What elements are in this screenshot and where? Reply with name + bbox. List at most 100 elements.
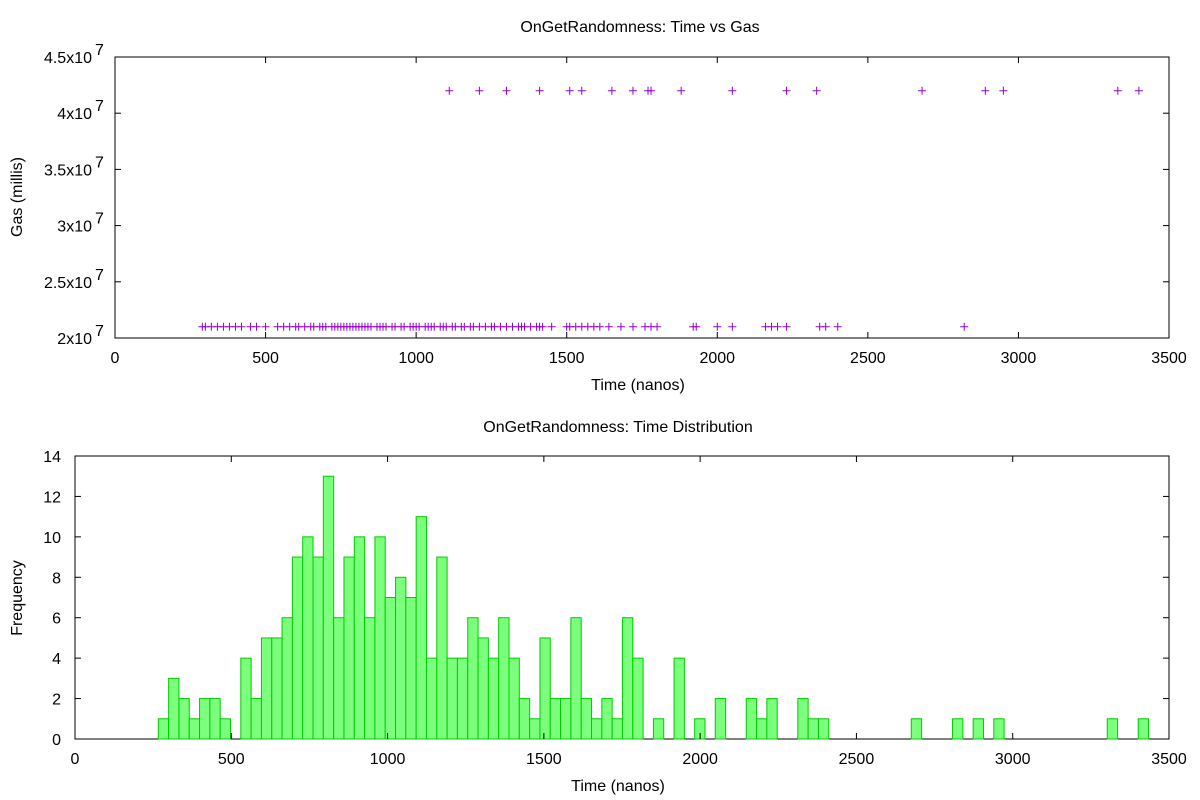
x-tick-label: 1000 — [370, 751, 406, 768]
y-tick-label: 10 — [43, 530, 61, 547]
y-tick-label-exponent: 7 — [95, 98, 104, 115]
histogram-bar — [343, 556, 355, 740]
scatter-point — [595, 322, 604, 331]
scatter-x-axis-label: Time (nanos) — [591, 377, 685, 394]
y-tick-label-base: 4x10 — [57, 106, 92, 123]
y-tick-label-exponent: 7 — [95, 42, 104, 59]
histogram-bar — [1137, 718, 1150, 740]
x-tick-label: 3500 — [1151, 350, 1187, 367]
y-tick-label: 2 — [52, 692, 61, 709]
scatter-point — [252, 322, 261, 331]
scatter-point — [981, 86, 990, 95]
histogram-bar — [291, 556, 304, 740]
x-tick-label: 1000 — [398, 350, 434, 367]
histogram-bar — [312, 556, 324, 740]
histogram-bar — [601, 698, 613, 740]
histogram-bar — [219, 718, 232, 740]
histogram-bar — [817, 718, 830, 740]
scatter-point — [577, 86, 586, 95]
histogram-bars — [157, 475, 1150, 740]
scatter-point — [713, 322, 722, 331]
y-tick-label: 4 — [52, 651, 61, 668]
histogram-x-axis: 0 500 1000 1500 2000 2500 3000 3500 — [71, 456, 1187, 768]
histogram-bar — [168, 677, 180, 740]
histogram-bar — [333, 617, 345, 740]
histogram-chart: OnGetRandomness: Time Distribution 0 500 1… — [9, 419, 1187, 795]
x-tick-label: 3000 — [995, 751, 1031, 768]
histogram-bar — [425, 657, 438, 740]
y-tick-label-base: 4.5x10 — [44, 50, 92, 67]
histogram-bar — [487, 657, 500, 740]
scatter-point — [647, 86, 656, 95]
y-tick-label: 8 — [52, 570, 61, 587]
x-tick-label: 1500 — [526, 751, 562, 768]
histogram-bar — [993, 718, 1005, 740]
y-tick-label: 6 — [52, 611, 61, 628]
histogram-bar — [364, 617, 376, 740]
histogram-y-axis: 0 2 4 6 8 10 12 14 — [43, 449, 1169, 749]
histogram-bar — [539, 637, 551, 740]
scatter-point — [565, 86, 574, 95]
histogram-bar — [580, 698, 593, 740]
scatter-point — [918, 86, 927, 95]
histogram-bar — [209, 698, 221, 740]
scatter-point — [653, 322, 662, 331]
scatter-points — [198, 86, 1143, 331]
scatter-chart: OnGetRandomness: Time vs Gas 0 500 1000 150… — [9, 19, 1187, 394]
scatter-point — [607, 86, 616, 95]
scatter-point — [833, 322, 842, 331]
histogram-bar — [240, 657, 252, 740]
histogram-bar — [395, 576, 407, 740]
scatter-point — [821, 322, 830, 331]
histogram-bar — [322, 475, 335, 740]
y-tick-label: 2.5x10 — [44, 275, 92, 292]
y-tick-label-base: 3.5x10 — [44, 162, 92, 179]
histogram-bar — [518, 698, 531, 740]
histogram-bar — [529, 718, 541, 740]
histogram-bar — [467, 617, 479, 740]
x-tick-label: 0 — [71, 751, 80, 768]
x-tick-label: 500 — [218, 751, 245, 768]
scatter-point — [475, 86, 484, 95]
histogram-bar — [972, 718, 984, 740]
histogram-y-axis-label: Frequency — [9, 560, 26, 636]
histogram-bar — [436, 556, 448, 740]
histogram-bar — [632, 657, 644, 740]
y-tick-label: 12 — [43, 489, 61, 506]
scatter-point — [616, 322, 625, 331]
x-tick-label: 2500 — [839, 751, 875, 768]
scatter-point — [547, 322, 556, 331]
scatter-point — [628, 322, 637, 331]
scatter-point — [1113, 86, 1122, 95]
histogram-bar — [405, 597, 417, 740]
scatter-point — [538, 322, 547, 331]
scatter-point — [782, 86, 791, 95]
scatter-plot-frame — [114, 56, 1170, 339]
y-tick-label: 4.5x10 — [44, 50, 92, 67]
scatter-point — [445, 86, 454, 95]
histogram-bar — [570, 617, 582, 740]
y-tick-label: 14 — [43, 449, 61, 466]
scatter-x-axis: 0 500 1000 1500 2000 2500 3000 3500 — [111, 57, 1187, 367]
y-tick-label: 3x10 — [57, 219, 92, 236]
histogram-bar — [591, 718, 603, 740]
histogram-bar — [374, 536, 386, 740]
scatter-point — [604, 322, 613, 331]
histogram-bar — [477, 637, 489, 740]
histogram-bar — [621, 617, 634, 740]
scatter-point — [728, 322, 737, 331]
histogram-bar — [188, 718, 201, 740]
scatter-y-axis-label: Gas (millis) — [9, 157, 26, 237]
histogram-chart-title: OnGetRandomness: Time Distribution — [483, 419, 752, 436]
x-tick-label: 2000 — [682, 751, 718, 768]
y-tick-label: 3.5x10 — [44, 162, 92, 179]
histogram-bar — [446, 657, 458, 740]
histogram-bar — [807, 718, 819, 740]
scatter-point — [773, 322, 782, 331]
histogram-bar — [952, 718, 964, 740]
x-tick-label: 500 — [252, 350, 279, 367]
y-tick-label-base: 2x10 — [57, 331, 92, 348]
histogram-bar — [714, 698, 727, 740]
x-tick-label: 3500 — [1151, 751, 1187, 768]
